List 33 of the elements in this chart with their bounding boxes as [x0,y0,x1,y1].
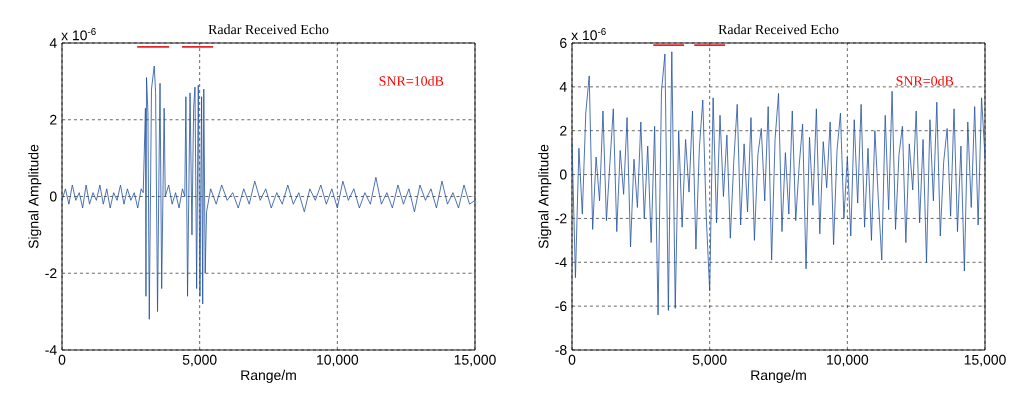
x-tick-label: 15,000 [454,354,496,367]
y-tick-label: -2 [45,268,57,279]
x-tick-label: 15,000 [964,354,1006,367]
line-series [61,65,476,320]
y-tick-label: 0 [49,191,57,202]
y-tick-label: -2 [555,213,567,224]
y-tick-label: 2 [560,125,567,136]
y-axis-title: Signal Amplitude [538,144,552,249]
x-tick-label: 10,000 [827,354,869,367]
y-tick-label: -4 [45,345,57,355]
y-tick-label: -4 [555,257,567,268]
line-series [571,51,986,316]
x-tick-label: 0 [568,354,576,365]
x-tick-label: 5,000 [692,354,727,367]
annotation: SNR=10dB [379,75,444,86]
x-tick-label: 10,000 [317,354,359,367]
text: x 10$^{-6}$ [571,28,606,41]
chart-title: Radar Received Echo [718,24,839,35]
text: x 10$^{-6}$ [61,28,96,41]
chart-title: Radar Received Echo [208,24,329,35]
y-axis-title: Signal Amplitude [28,144,42,249]
x-axis-title: Range/m [241,369,296,383]
y-tick-label: 6 [560,38,567,48]
y-tick-label: 0 [559,169,567,180]
x-axis-title: Range/m [751,369,806,383]
annotation: SNR=0dB [896,75,954,86]
y-tick-label: -8 [555,345,567,355]
x-tick-label: 0 [58,354,66,365]
x-tick-label: 5,000 [182,354,217,367]
y-tick-label: 4 [559,82,567,92]
y-tick-label: 2 [50,114,57,125]
y-tick-label: 4 [49,38,57,48]
y-tick-label: -6 [555,301,567,312]
